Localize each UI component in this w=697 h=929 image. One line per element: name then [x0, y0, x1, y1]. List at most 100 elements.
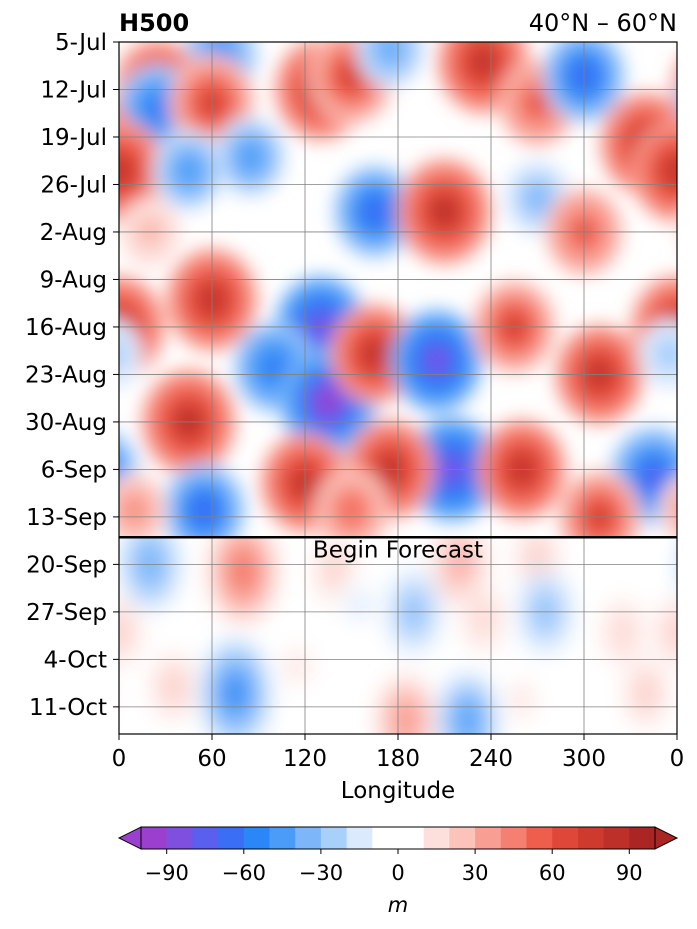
colorbar-swatch: [526, 827, 553, 849]
anomaly-center: [162, 463, 246, 538]
chart-title-left: H500: [119, 9, 189, 37]
grid-lines: [119, 42, 677, 734]
anomaly-contour: [479, 612, 488, 625]
colorbar: −90 −60 −30 0 30 60 90: [117, 826, 679, 885]
anomaly-contour: [182, 164, 195, 178]
anomaly-center: [106, 320, 142, 388]
anomaly-center: [679, 519, 697, 611]
anomaly-center: [437, 672, 499, 734]
anomaly-contour: [119, 339, 127, 370]
anomaly-contour: [531, 191, 544, 205]
anomaly-center: [333, 164, 417, 259]
colorbar-swatch: [475, 827, 502, 849]
anomaly-contour: [367, 203, 382, 220]
x-tick-label: 120: [283, 746, 327, 772]
anomaly-contour: [664, 348, 675, 360]
x-axis-label: Longitude: [341, 778, 455, 804]
y-tick-label: 6-Sep: [41, 457, 107, 483]
colorbar-swatch: [192, 827, 219, 849]
colorbar-tick-label: −60: [222, 861, 266, 885]
anomaly-contour: [151, 102, 165, 118]
x-tick-label: 0: [112, 746, 127, 772]
anomaly-contour: [344, 67, 359, 85]
anomaly-contour: [128, 503, 141, 517]
anomaly-contour: [462, 712, 473, 729]
colorbar-swatch: [500, 827, 527, 849]
anomaly-contour: [694, 64, 697, 114]
anomaly-center: [557, 469, 642, 538]
anomaly-contour: [681, 497, 697, 522]
anomaly-center: [500, 664, 544, 734]
x-tick-label: 0: [670, 746, 685, 772]
colorbar-over-triangle: [654, 826, 679, 850]
colorbar-swatch: [346, 827, 373, 849]
begin-forecast-label: Begin Forecast: [313, 537, 483, 563]
x-tick-label: 180: [376, 746, 420, 772]
colorbar-unit-label: m: [388, 893, 408, 917]
anomaly-center: [337, 569, 381, 641]
anomaly-contour: [693, 214, 697, 249]
colorbar-swatch: [243, 827, 270, 849]
anomaly-center: [397, 158, 492, 265]
observed-region: [106, 42, 697, 538]
anomaly-contour: [436, 202, 453, 221]
anomaly-center: [390, 309, 483, 413]
anomaly-contour: [675, 503, 677, 517]
anomaly-contour: [679, 519, 697, 611]
anomaly-contour: [367, 345, 383, 363]
anomaly-contour: [401, 713, 411, 728]
anomaly-center: [211, 537, 275, 621]
anomaly-center: [119, 593, 144, 671]
forecast-region: [119, 519, 697, 734]
anomaly-contour: [119, 625, 124, 639]
anomaly-contour: [533, 551, 542, 565]
colorbar-tick-label: 30: [462, 861, 489, 885]
anomaly-contour: [429, 352, 445, 370]
colorbar-swatch: [577, 827, 605, 849]
anomaly-center: [621, 654, 671, 733]
anomaly-center: [202, 642, 269, 734]
anomaly-contour: [675, 97, 677, 122]
anomaly-contour: [689, 80, 697, 141]
y-tick-label: 27-Sep: [26, 600, 107, 626]
anomaly-contour: [267, 360, 281, 376]
anomaly-center: [638, 319, 677, 390]
colorbar-swatch: [603, 827, 630, 849]
forecast-anomaly-field: [119, 519, 697, 734]
anomaly-center: [652, 593, 677, 671]
y-tick-label: 2-Aug: [40, 220, 107, 246]
anomaly-contour: [670, 492, 677, 529]
anomaly-contour: [169, 680, 178, 693]
anomaly-center: [377, 676, 434, 734]
anomaly-contour: [293, 660, 301, 673]
y-tick-label: 30-Aug: [25, 410, 107, 436]
anomaly-contour: [320, 392, 337, 411]
anomaly-contour: [618, 626, 627, 639]
anomaly-center: [214, 116, 287, 199]
anomaly-center: [314, 467, 389, 538]
colorbar-swatch: [552, 827, 579, 849]
colorbar-tick-label: 60: [539, 861, 566, 885]
colorbar-swatch: [218, 827, 245, 849]
anomaly-center: [675, 80, 697, 141]
colorbar-swatch: [295, 827, 322, 849]
anomaly-contour: [197, 502, 212, 518]
colorbar-swatch: [372, 827, 425, 849]
y-tick-label: 26-Jul: [40, 172, 107, 198]
anomaly-contour: [229, 684, 241, 702]
x-tick-label: 60: [197, 746, 226, 772]
anomaly-center: [152, 129, 225, 212]
anomaly-contour: [693, 542, 697, 588]
anomaly-contour: [641, 686, 651, 700]
anomaly-contour: [669, 162, 677, 180]
anomaly-contour: [345, 503, 358, 518]
anomaly-contour: [686, 56, 697, 123]
y-tick-label: 13-Sep: [26, 505, 107, 531]
anomaly-contour: [106, 348, 116, 360]
anomaly-contour: [331, 564, 341, 578]
anomaly-center: [119, 472, 168, 538]
anomaly-center: [275, 630, 319, 702]
y-tick-label: 5-Jul: [55, 30, 107, 56]
anomaly-center: [631, 119, 677, 223]
colorbar-swatch: [449, 827, 476, 849]
